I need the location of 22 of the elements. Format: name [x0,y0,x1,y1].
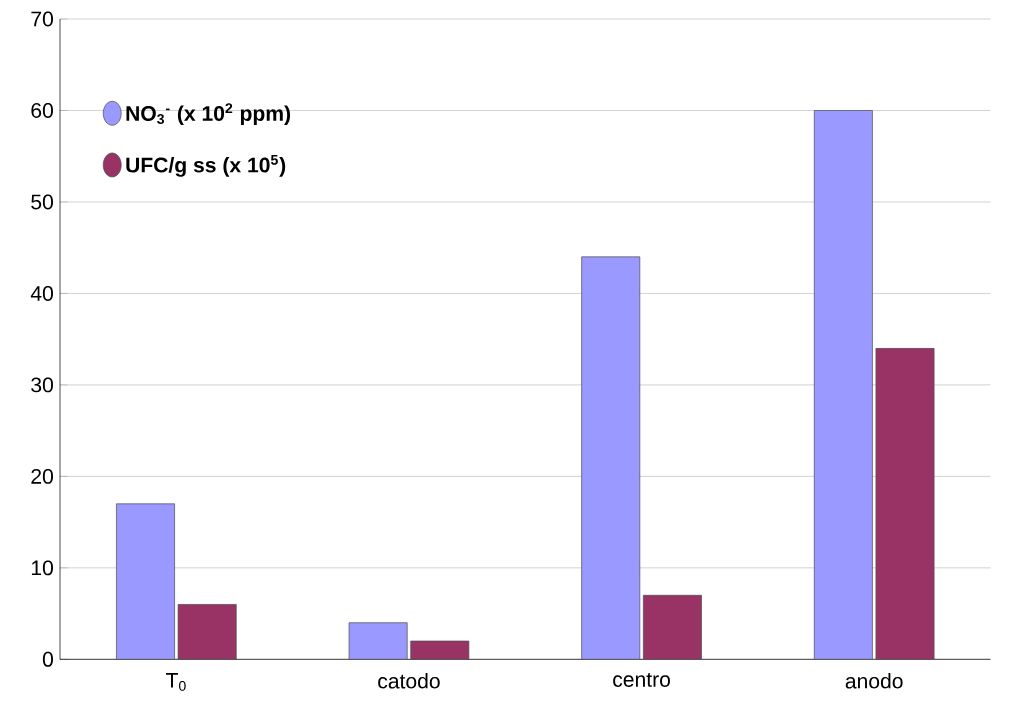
y-tick-label: 60 [31,102,53,118]
x-tick-label: anodo [845,672,903,689]
bar [813,109,873,660]
bar [875,347,935,660]
bar [642,594,702,660]
x-tick-label: centro [613,672,670,687]
x-tick-label: catodo [378,672,440,689]
bar [581,256,641,660]
legend-label: UFC/g ss (x 10$^{5}$) [126,154,286,177]
y-tick-label: 20 [31,468,53,484]
bar [410,640,470,660]
x-tick-label: T$_{0}$ [166,672,186,691]
y-tick-label: 70 [31,11,53,27]
bar [348,622,408,660]
legend-label: NO$_{3}$$^{-}$ (x 10$^{2}$ ppm) [126,103,291,125]
y-tick-label: 40 [30,285,53,301]
bar [177,603,237,660]
y-tick-label: 10 [31,560,53,576]
bar [116,503,175,660]
y-tick-label: 0 [42,651,54,667]
y-tick-label: 30 [31,377,53,393]
y-tick-label: 50 [31,194,53,210]
